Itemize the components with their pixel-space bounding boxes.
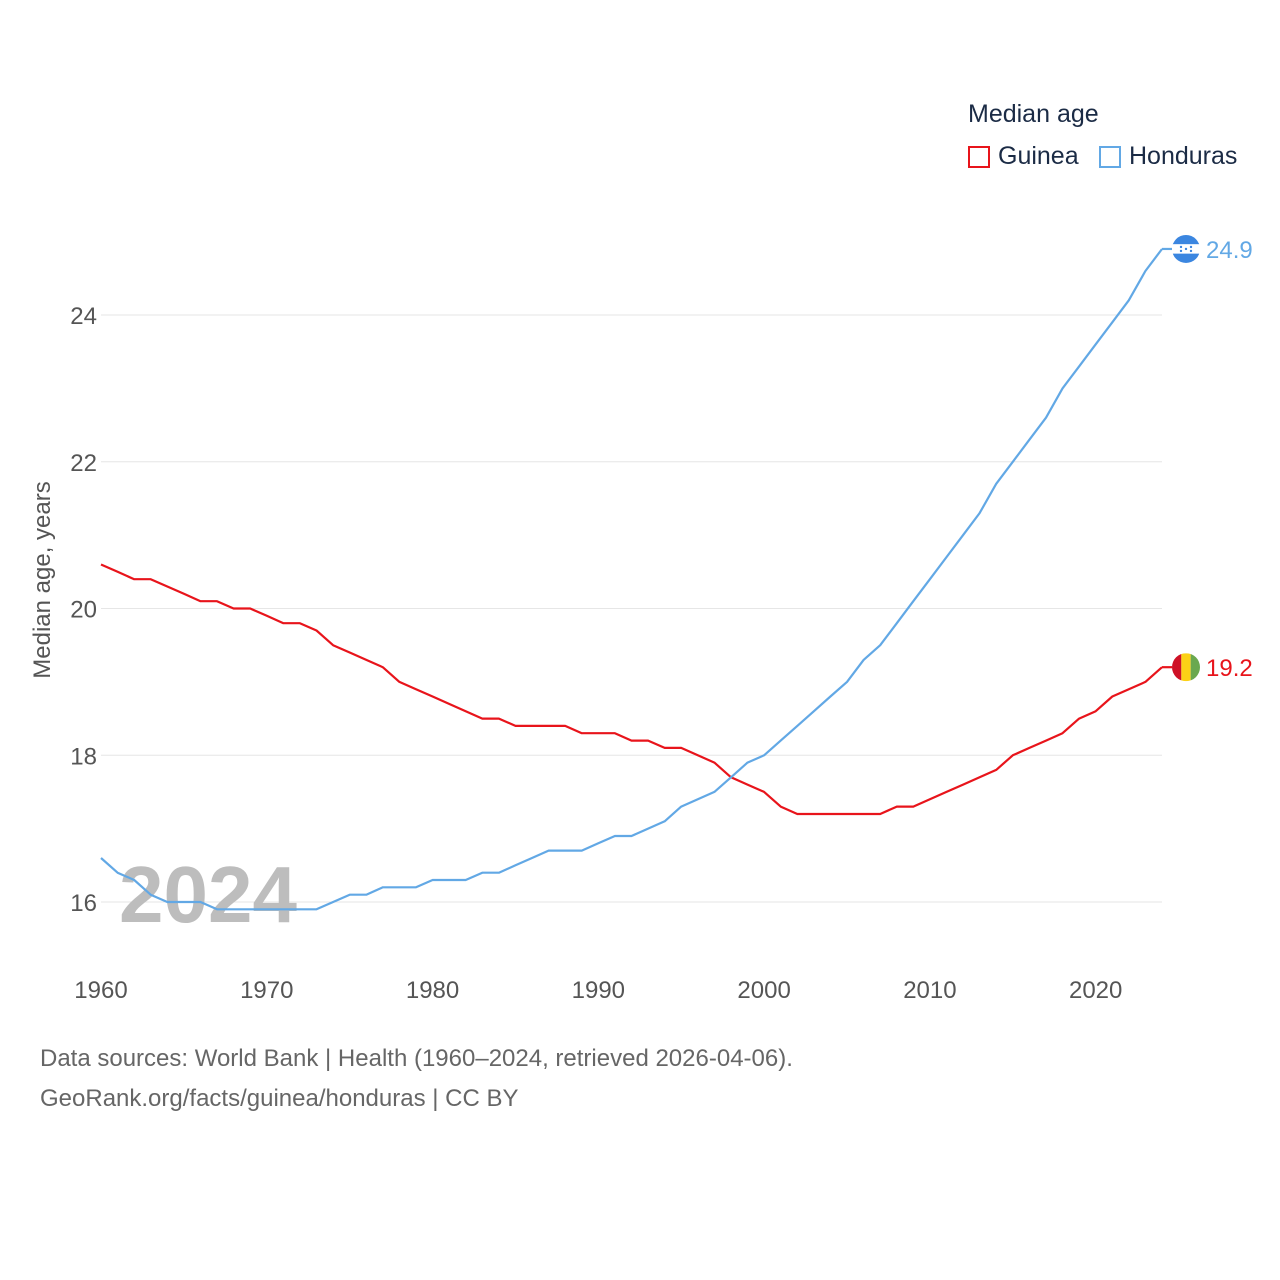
data-sources-text: Data sources: World Bank | Health (1960–… [40, 1045, 793, 1072]
legend-item-honduras[interactable]: Honduras [1099, 142, 1237, 171]
x-tick-label: 2000 [737, 977, 790, 1004]
year-watermark: 2024 [119, 850, 297, 939]
legend-swatch-guinea [968, 145, 990, 168]
x-tick-label: 1960 [74, 977, 127, 1004]
end-value-label-honduras: 24.9 [1206, 237, 1253, 264]
y-tick-label: 22 [70, 450, 97, 477]
legend-swatch-honduras [1099, 145, 1121, 168]
y-axis-ticks: 16 18 20 22 24 [70, 303, 97, 917]
x-tick-label: 1990 [572, 977, 625, 1004]
y-tick-label: 16 [70, 890, 97, 917]
legend-title: Median age [968, 100, 1099, 128]
x-tick-label: 1970 [240, 977, 293, 1004]
y-tick-label: 18 [70, 743, 97, 770]
series-lines [100, 247, 1172, 911]
legend-label-honduras: Honduras [1129, 142, 1238, 170]
x-tick-label: 2010 [903, 977, 956, 1004]
gridlines [101, 314, 1162, 903]
honduras-flag-icon [1172, 234, 1200, 263]
end-markers: 19.2 24.9 [1172, 234, 1253, 682]
series-line-honduras [100, 248, 1163, 911]
guinea-flag-icon [1172, 653, 1200, 682]
line-chart: 2024 16 18 20 22 24 1960 1970 1980 1990 2000 2010… [29, 234, 1253, 1004]
x-tick-label: 2020 [1069, 977, 1122, 1004]
series-line-guinea [100, 563, 1163, 816]
x-tick-label: 1980 [406, 977, 459, 1004]
y-axis-label: Median age, years [29, 481, 56, 678]
credit-link[interactable]: GeoRank.org/facts/guinea/honduras | CC B… [40, 1085, 519, 1112]
legend-label-guinea: Guinea [998, 142, 1079, 170]
y-tick-label: 20 [70, 597, 97, 624]
end-value-label-guinea: 19.2 [1206, 655, 1253, 682]
y-tick-label: 24 [70, 303, 97, 330]
x-axis-ticks: 1960 1970 1980 1990 2000 2010 2020 [74, 977, 1122, 1004]
legend-item-guinea[interactable]: Guinea [968, 142, 1079, 171]
